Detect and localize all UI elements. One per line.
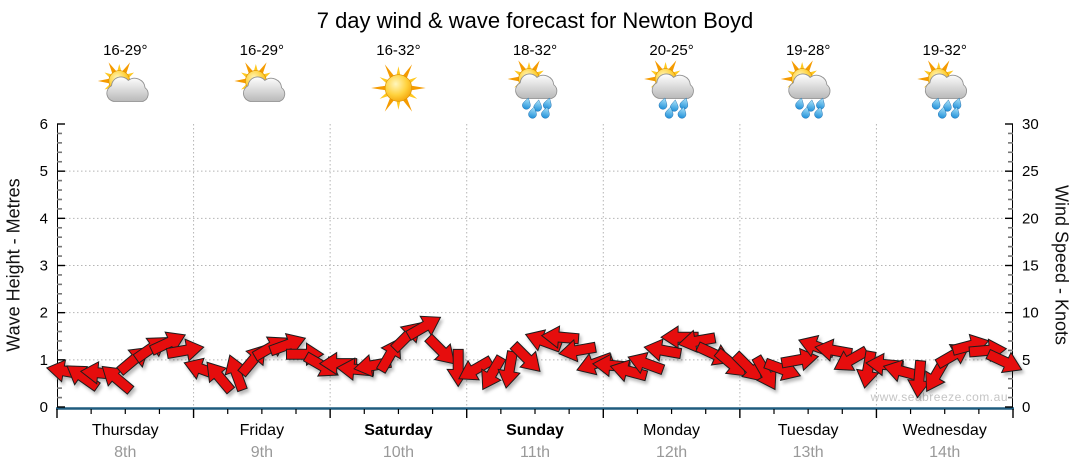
day-date: 12th bbox=[656, 444, 687, 461]
day-labels: Thursday 8th Friday 9th Saturday 10th Sunday 11… bbox=[92, 422, 987, 461]
cloud-icon bbox=[651, 73, 694, 99]
raindrop-icon bbox=[938, 106, 947, 119]
raindrop-icon bbox=[950, 106, 960, 119]
day-name: Saturday bbox=[364, 422, 433, 439]
y-tick-label-left: 6 bbox=[40, 116, 48, 133]
raindrop-icon bbox=[670, 99, 679, 112]
y-tick-label-right: 0 bbox=[1022, 399, 1030, 416]
y-tick-label-right: 5 bbox=[1022, 352, 1030, 369]
y-tick-label-left: 1 bbox=[40, 352, 48, 369]
day-date: 14th bbox=[929, 444, 960, 461]
y-tick-label-left: 5 bbox=[40, 163, 48, 180]
raindrop-icon bbox=[801, 106, 810, 119]
cloud-icon bbox=[924, 73, 967, 99]
day-date: 11th bbox=[520, 444, 550, 461]
weather-icon-partly-cloudy-rain bbox=[644, 60, 694, 119]
temp-label: 19-32° bbox=[923, 42, 967, 59]
weather-icon-partly-cloudy-rain bbox=[780, 60, 831, 119]
day-name: Monday bbox=[643, 422, 700, 439]
day-name: Wednesday bbox=[903, 422, 987, 439]
y-tick-label-left: 4 bbox=[40, 210, 48, 227]
y-tick-label-left: 0 bbox=[40, 399, 48, 416]
day-date: 9th bbox=[251, 444, 273, 461]
temperature-labels: 16-29° 16-29° 16-32° 18-32° 20-25° 19-28° 19-3… bbox=[103, 42, 967, 59]
day-name: Tuesday bbox=[778, 422, 839, 439]
weather-icon-sunny bbox=[371, 64, 426, 112]
temp-label: 16-32° bbox=[376, 42, 420, 59]
weather-icon-partly-cloudy bbox=[97, 62, 149, 102]
chart-title: 7 day wind & wave forecast for Newton Bo… bbox=[316, 8, 754, 33]
weather-icon-partly-cloudy-rain bbox=[917, 60, 967, 119]
cloud-icon bbox=[106, 76, 149, 102]
temp-label: 16-29° bbox=[240, 42, 284, 59]
raindrop-icon bbox=[658, 97, 668, 110]
raindrop-icon bbox=[931, 97, 941, 110]
raindrop-icon bbox=[806, 99, 815, 112]
day-name: Friday bbox=[240, 422, 284, 439]
weather-icons bbox=[97, 60, 967, 119]
tick-labels: 0 1 2 3 4 5 6 0 5 10 15 20 25 30 bbox=[40, 116, 1039, 416]
raindrop-icon bbox=[664, 106, 674, 119]
watermark: www.seabreeze.com.au bbox=[870, 390, 1008, 404]
y-tick-label-right: 20 bbox=[1022, 210, 1039, 227]
raindrop-icon bbox=[677, 106, 687, 119]
cloud-icon bbox=[788, 73, 831, 99]
y-tick-label-left: 3 bbox=[40, 258, 48, 275]
day-name: Thursday bbox=[92, 422, 159, 439]
temp-label: 16-29° bbox=[103, 42, 147, 59]
y-tick-label-left: 2 bbox=[40, 305, 48, 322]
day-date: 13th bbox=[793, 444, 824, 461]
raindrop-icon bbox=[814, 106, 823, 119]
day-name: Sunday bbox=[506, 422, 564, 439]
wind-arrow-band bbox=[44, 307, 1027, 400]
raindrop-icon bbox=[522, 97, 531, 110]
y-tick-label-right: 15 bbox=[1022, 258, 1039, 275]
raindrop-icon bbox=[943, 99, 952, 112]
raindrop-icon bbox=[528, 106, 537, 119]
weather-icon-partly-cloudy-rain bbox=[507, 60, 558, 119]
weather-icon-partly-cloudy bbox=[234, 62, 286, 102]
sun-icon bbox=[371, 64, 426, 112]
temp-label: 18-32° bbox=[513, 42, 557, 59]
cloud-icon bbox=[515, 73, 558, 99]
y-tick-label-right: 10 bbox=[1022, 305, 1039, 322]
y-tick-label-right: 25 bbox=[1022, 163, 1039, 180]
y-tick-label-right: 30 bbox=[1022, 116, 1039, 133]
temp-label: 20-25° bbox=[649, 42, 693, 59]
raindrop-icon bbox=[795, 97, 804, 110]
day-date: 10th bbox=[383, 444, 414, 461]
raindrop-icon bbox=[541, 106, 550, 119]
raindrop-icon bbox=[533, 99, 542, 112]
day-date: 8th bbox=[114, 444, 136, 461]
cloud-icon bbox=[242, 76, 286, 102]
temp-label: 19-28° bbox=[786, 42, 830, 59]
